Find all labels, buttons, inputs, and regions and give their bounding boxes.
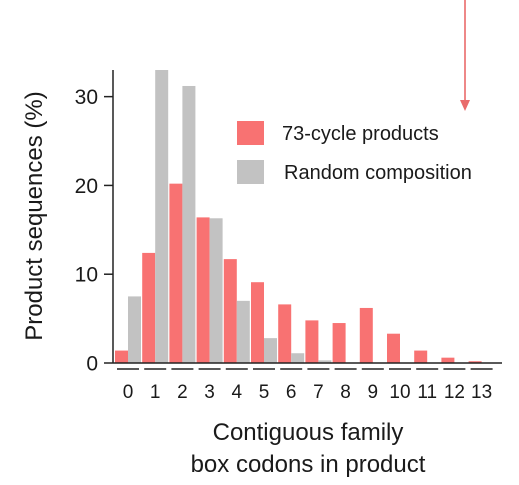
bar-products-7 [305, 320, 319, 363]
legend-label-random: Random composition [284, 162, 472, 184]
bar-products-12 [441, 357, 455, 363]
bar-products-4 [223, 259, 237, 363]
y-tick-label-30: 30 [75, 86, 98, 109]
bar-random-4 [236, 300, 250, 363]
y-ticks: 0 10 20 30 [75, 86, 113, 376]
y-tick-label-0: 0 [86, 353, 98, 376]
bar-products-8 [332, 323, 346, 363]
x-tick-label-12: 12 [444, 382, 465, 403]
bar-products-0 [115, 350, 128, 363]
bar-products-3 [196, 217, 210, 363]
legend-swatch-products [237, 121, 264, 145]
bar-random-1 [155, 70, 169, 363]
annotation-arrow [460, 0, 470, 111]
y-tick-label-10: 10 [75, 264, 98, 287]
x-tick-label-8: 8 [340, 382, 351, 403]
bar-random-5 [264, 338, 277, 363]
bar-random-6 [291, 353, 305, 363]
x-axis-label-line-2: box codons in product [191, 451, 426, 478]
x-axis-label: Contiguous family box codons in product [191, 419, 426, 478]
bar-products-11 [414, 350, 428, 363]
x-axis-label-line-1: Contiguous family [213, 419, 404, 446]
bar-random-3 [209, 218, 223, 363]
legend-label-products: 73-cycle products [282, 123, 439, 145]
bar-products-13 [468, 361, 482, 363]
legend-swatch-random [237, 160, 264, 184]
x-ticks: 0 1 2 3 4 5 6 7 8 9 10 11 12 13 [117, 368, 493, 403]
arrow-head [460, 100, 470, 111]
x-tick-label-5: 5 [259, 382, 270, 403]
bar-random-7 [318, 360, 332, 363]
bar-products-2 [169, 183, 183, 363]
x-tick-label-4: 4 [232, 382, 243, 403]
x-tick-label-1: 1 [150, 382, 161, 403]
x-tick-label-0: 0 [123, 382, 134, 403]
bar-random-0 [128, 296, 141, 363]
x-tick-label-9: 9 [368, 382, 379, 403]
bar-products-6 [278, 304, 292, 363]
x-tick-label-7: 7 [313, 382, 324, 403]
x-tick-label-3: 3 [204, 382, 215, 403]
y-tick-label-20: 20 [75, 175, 98, 198]
bars-group [115, 70, 482, 363]
x-tick-label-10: 10 [389, 382, 410, 403]
bar-products-5 [251, 282, 264, 363]
x-tick-label-13: 13 [471, 382, 492, 403]
bar-products-1 [142, 252, 156, 363]
x-tick-label-6: 6 [286, 382, 297, 403]
legend: 73-cycle products Random composition [237, 121, 472, 184]
x-tick-label-11: 11 [417, 382, 437, 403]
x-tick-label-2: 2 [177, 382, 188, 403]
bar-products-10 [387, 333, 400, 363]
bar-random-2 [182, 85, 196, 363]
y-axis-label: Product sequences (%) [21, 91, 48, 340]
bar-products-9 [359, 307, 373, 363]
